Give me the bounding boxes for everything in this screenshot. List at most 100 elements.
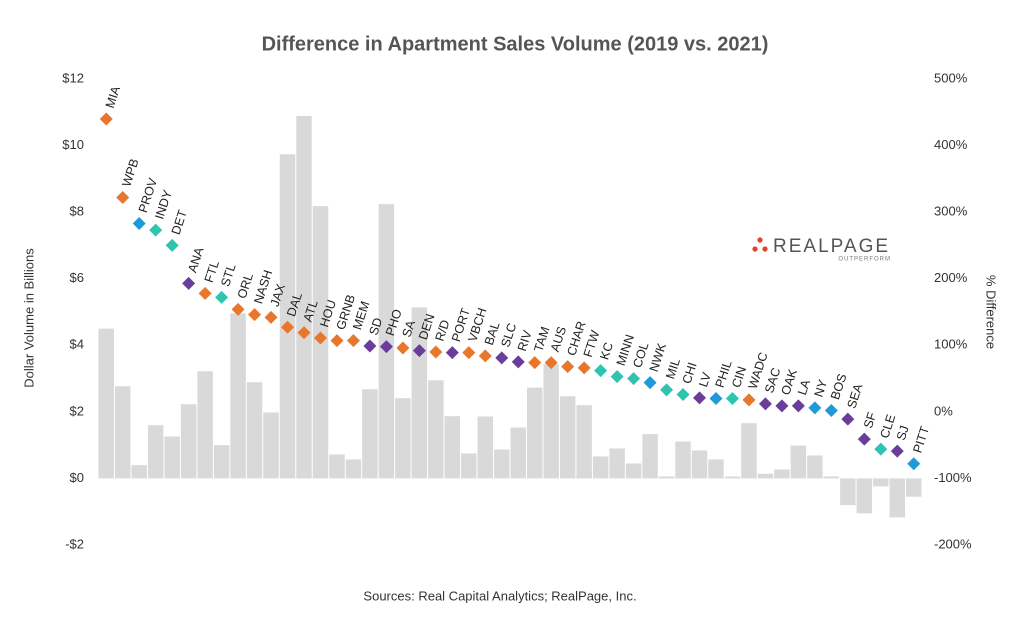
category-label: MIA [103, 84, 123, 110]
bar [906, 478, 922, 497]
category-label: JAX [268, 282, 289, 309]
y-tick-label: -$2 [65, 536, 84, 551]
bar [708, 459, 724, 479]
bar [477, 416, 494, 479]
bar [180, 404, 197, 479]
bar [114, 386, 131, 479]
bar [691, 450, 708, 479]
y-tick-label: $0 [70, 470, 84, 485]
bar [576, 405, 592, 479]
y2-tick-label: -200% [934, 536, 972, 551]
diamond-marker [248, 308, 262, 322]
category-label: LV [696, 370, 714, 389]
category-label: STL [218, 262, 238, 288]
logo-dot [752, 246, 758, 252]
bar [658, 476, 675, 479]
diamond-marker [495, 351, 509, 365]
diamond-marker [346, 334, 360, 348]
diamond-marker [857, 432, 871, 446]
diamond-marker [313, 331, 327, 345]
bar [246, 382, 263, 479]
diamond-marker [182, 276, 196, 290]
logo-name: REALPAGE [773, 236, 890, 257]
logo-tagline: OUTPERFORM [838, 257, 891, 263]
diamond-marker [429, 345, 443, 359]
diamond-marker [412, 344, 426, 358]
category-label: BOS [828, 372, 849, 401]
category-label: PITT [910, 424, 932, 454]
diamond-marker [676, 388, 690, 402]
category-label: RIV [515, 328, 535, 353]
bar [362, 389, 378, 479]
bar [807, 455, 823, 479]
bar [559, 396, 576, 479]
bar [164, 436, 180, 479]
diamond-marker [709, 392, 723, 406]
category-label: SD [367, 316, 386, 337]
category-label: SF [861, 410, 879, 430]
y2-tick-label: -100% [934, 470, 972, 485]
bar [592, 456, 609, 479]
bar [296, 115, 312, 479]
diamond-marker [561, 360, 575, 374]
bar [609, 448, 625, 479]
category-label: BAL [482, 320, 503, 347]
diamond-marker [511, 355, 525, 369]
y2-tick-label: 300% [934, 204, 968, 219]
bar [279, 154, 296, 479]
category-label: R/D [433, 318, 453, 343]
bar [741, 423, 757, 479]
diamond-marker [907, 457, 921, 471]
chart-title: Difference in Apartment Sales Volume (20… [262, 33, 769, 55]
bar [197, 371, 213, 479]
diamond-marker [791, 399, 805, 413]
y-tick-label: $10 [62, 137, 84, 152]
bar [856, 478, 873, 514]
y2-tick-label: 100% [934, 337, 968, 352]
category-label: CHI [680, 361, 700, 386]
diamond-marker [808, 401, 822, 415]
y2-tick-label: 0% [934, 403, 953, 418]
bar [510, 427, 526, 479]
bar [625, 463, 642, 479]
category-label: LA [795, 377, 813, 396]
y2-tick-label: 400% [934, 137, 968, 152]
bar [543, 364, 559, 479]
category-label: DET [169, 208, 190, 236]
y-tick-label: $2 [70, 403, 84, 418]
diamond-marker [610, 370, 624, 384]
bar [345, 459, 362, 479]
diamond-marker [379, 340, 393, 354]
diamond-marker [643, 376, 657, 390]
diamond-marker [445, 346, 459, 360]
diamond-marker [725, 392, 739, 406]
diamond-marker [841, 412, 855, 426]
diamond-marker [297, 326, 311, 340]
bar [329, 454, 345, 479]
diamond-marker [758, 397, 772, 411]
diamond-marker [824, 404, 838, 418]
diamond-marker [149, 223, 163, 237]
bar [757, 473, 774, 479]
y2-tick-label: 200% [934, 270, 968, 285]
diamond-marker [281, 320, 295, 334]
bar [230, 313, 246, 479]
logo: REALPAGE OUTPERFORM [752, 236, 891, 263]
bar [147, 425, 164, 479]
diamond-marker [215, 290, 229, 304]
bar [461, 453, 477, 479]
category-label: KC [597, 341, 616, 362]
diamond-marker [231, 302, 245, 316]
diamond-marker [528, 356, 542, 370]
diamond-marker [577, 361, 591, 375]
diamond-marker [132, 216, 146, 230]
y-tick-label: $8 [70, 204, 84, 219]
diamond-marker [363, 339, 377, 353]
diamond-marker [462, 346, 476, 360]
bar [494, 449, 510, 479]
diamond-marker [544, 356, 558, 370]
y-tick-label: $6 [70, 270, 84, 285]
diamond-marker [478, 349, 492, 363]
bar [395, 398, 411, 479]
